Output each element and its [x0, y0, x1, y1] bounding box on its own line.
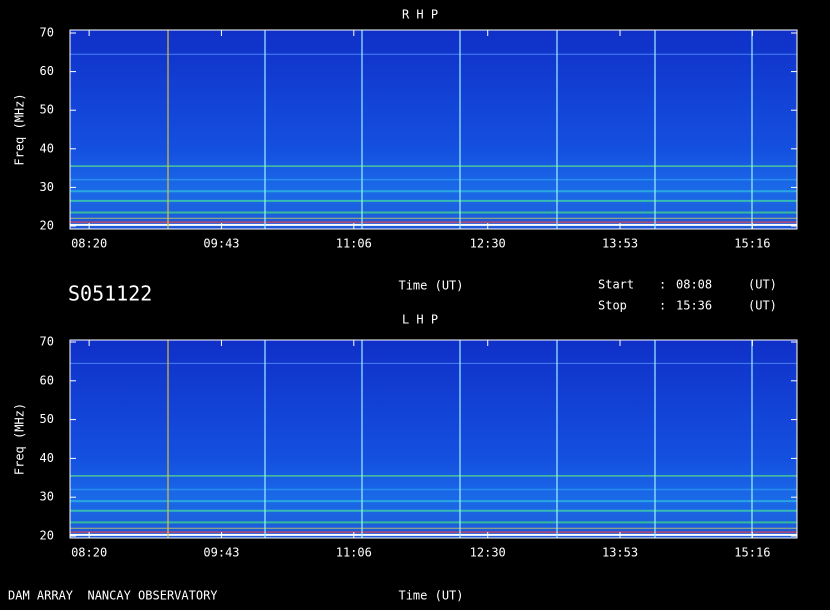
spectrum-background — [70, 30, 797, 229]
x-tick-label: 08:20 — [71, 237, 107, 251]
x-tick-label: 11:06 — [336, 546, 372, 560]
y-axis-label: Freq (MHz) — [13, 93, 27, 165]
y-tick-label: 50 — [40, 103, 54, 117]
y-tick-label: 70 — [40, 26, 54, 40]
footer: DAM ARRAY NANCAY OBSERVATORY — [8, 589, 218, 603]
x-tick-label: 09:43 — [203, 546, 239, 560]
chart-title: R H P — [402, 8, 438, 22]
plot-frame — [69, 339, 798, 539]
y-tick-label: 20 — [40, 529, 54, 543]
y-tick-label: 30 — [40, 180, 54, 194]
x-tick-label: 12:30 — [470, 546, 506, 560]
x-tick-label: 13:53 — [602, 546, 638, 560]
y-axis-label: Freq (MHz) — [13, 403, 27, 475]
y-tick-label: 50 — [40, 412, 54, 426]
chart-title: L H P — [402, 313, 438, 327]
x-tick-label: 15:16 — [734, 237, 770, 251]
stop-label: Stop — [598, 299, 627, 313]
y-tick-label: 60 — [40, 373, 54, 387]
separator: : — [659, 278, 666, 292]
plot-frame — [69, 29, 798, 230]
start-time: 08:08 — [676, 278, 712, 292]
observation-id: S051122 — [68, 282, 152, 306]
unit: (UT) — [748, 278, 777, 292]
y-tick-label: 20 — [40, 219, 54, 233]
start-label: Start — [598, 278, 634, 292]
x-tick-label: 15:16 — [734, 546, 770, 560]
x-tick-label: 13:53 — [602, 237, 638, 251]
x-tick-label: 08:20 — [71, 546, 107, 560]
x-tick-label: 12:30 — [470, 237, 506, 251]
y-tick-label: 60 — [40, 64, 54, 78]
x-tick-label: 11:06 — [336, 237, 372, 251]
stop-time: 15:36 — [676, 299, 712, 313]
x-tick-label: 09:43 — [203, 237, 239, 251]
y-tick-label: 40 — [40, 451, 54, 465]
unit: (UT) — [748, 299, 777, 313]
x-axis-label: Time (UT) — [398, 589, 463, 603]
x-axis-label: Time (UT) — [398, 279, 463, 293]
separator: : — [659, 299, 666, 313]
y-tick-label: 30 — [40, 490, 54, 504]
spectrum-background — [70, 340, 797, 538]
y-tick-label: 40 — [40, 141, 54, 155]
y-tick-label: 70 — [40, 335, 54, 349]
